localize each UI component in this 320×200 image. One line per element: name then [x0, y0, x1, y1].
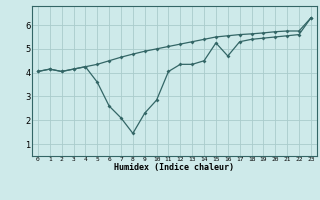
X-axis label: Humidex (Indice chaleur): Humidex (Indice chaleur) [115, 163, 234, 172]
